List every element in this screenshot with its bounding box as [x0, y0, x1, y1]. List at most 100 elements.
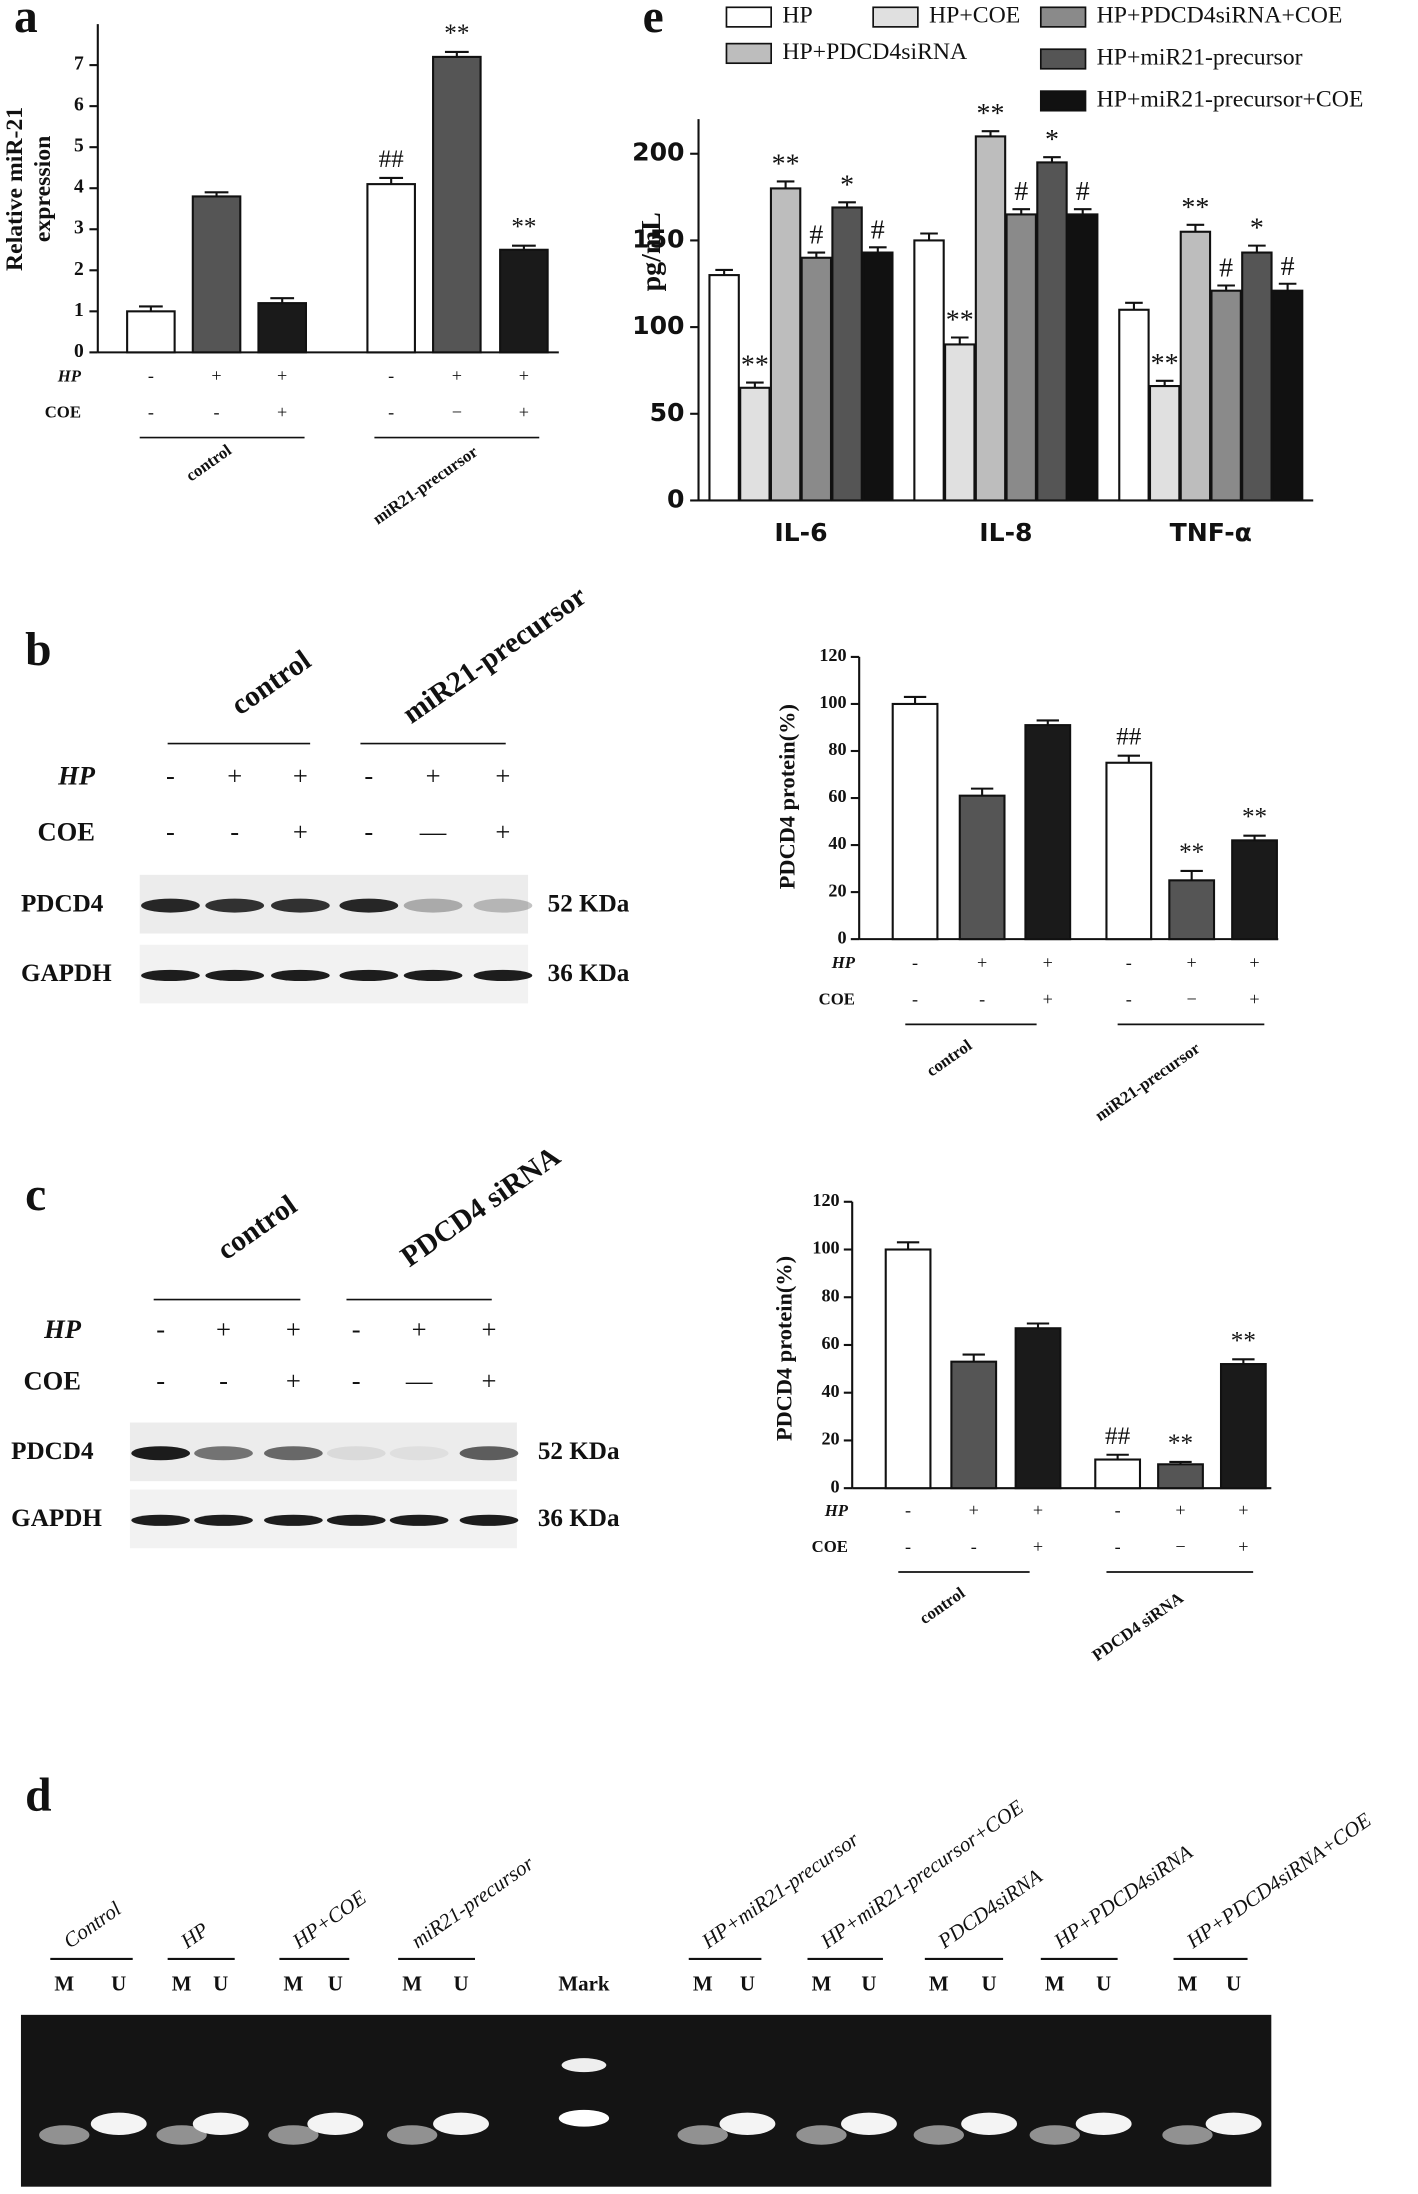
significance-mark: ** [1231, 1327, 1256, 1354]
gel-band [386, 2125, 438, 2145]
blot-size-label: 52 KDa [548, 890, 630, 917]
significance-mark: * [1045, 124, 1059, 155]
lane-letter: U [861, 1971, 876, 1995]
legend-swatch [725, 42, 773, 65]
condition-sign: + [1238, 1500, 1248, 1520]
condition-label: COE [812, 1537, 848, 1556]
lane-letter: U [1096, 1971, 1111, 1995]
legend-label: HP+miR21-precursor [1097, 44, 1303, 70]
bar [257, 302, 308, 354]
lane-letter: M [54, 1971, 74, 1995]
blot-strip [139, 944, 529, 1004]
y-tick-label: 0 [74, 341, 84, 362]
y-axis-label: pg/mL [636, 212, 667, 291]
bar [1105, 761, 1153, 941]
blot-band [389, 1446, 449, 1461]
y-axis-label: Relative miR-21 [2, 107, 28, 271]
blot-strip [129, 1422, 517, 1482]
legend-swatch [1039, 6, 1087, 28]
bar [499, 248, 549, 354]
condition-sign: + [1249, 952, 1259, 972]
significance-mark: ** [772, 149, 800, 180]
condition-sign: - [214, 402, 220, 422]
condition-sign: − [1175, 1536, 1185, 1556]
blot-band [271, 898, 330, 913]
bar [1231, 839, 1278, 941]
bar [126, 310, 176, 354]
gel-band [1029, 2125, 1080, 2145]
panel-label: a [14, 0, 38, 43]
lane-letter: M [1045, 1971, 1065, 1995]
condition-sign: - [230, 816, 239, 846]
panel-label: e [643, 0, 664, 43]
significance-mark: * [840, 169, 854, 200]
significance-mark: ** [1181, 192, 1209, 223]
blot-band [326, 1446, 386, 1461]
y-axis-label: PDCD4 protein(%) [774, 704, 799, 889]
condition-label: COE [45, 403, 81, 422]
blot-band [339, 898, 399, 913]
blot-band [389, 1514, 449, 1526]
legend-swatch [1039, 48, 1087, 70]
condition-sign: - [971, 1536, 977, 1556]
lane-letter: U [328, 1971, 343, 1995]
y-tick-label: 50 [650, 398, 685, 427]
condition-label: COE [819, 989, 855, 1008]
blot-band [403, 969, 463, 982]
blot-row-label: GAPDH [21, 960, 112, 987]
significance-mark: ## [1105, 1423, 1131, 1450]
condition-sign: + [481, 1365, 496, 1395]
lane-letter: U [740, 1971, 755, 1995]
condition-sign: + [452, 366, 462, 386]
condition-sign: + [519, 366, 529, 386]
legend-swatch [725, 6, 773, 28]
condition-sign: + [495, 816, 510, 846]
condition-sign: - [388, 366, 394, 386]
y-tick-label: 150 [632, 224, 684, 253]
significance-mark: ** [741, 350, 769, 381]
y-axis-label: PDCD4 protein(%) [772, 1256, 797, 1441]
y-tick-label: 4 [74, 177, 84, 198]
bar [800, 256, 833, 502]
blot-band [264, 1446, 323, 1461]
y-tick-label: 7 [74, 54, 84, 75]
condition-sign: - [219, 1365, 228, 1395]
lane-letter: M [693, 1971, 713, 1995]
lane-letter: U [453, 1971, 468, 1995]
blot-band [141, 969, 200, 982]
condition-sign: - [388, 402, 394, 422]
y-tick-label: 2 [74, 259, 84, 280]
lane-letter: M [812, 1971, 832, 1995]
panel-label: d [25, 1770, 51, 1822]
gel-band [1162, 2125, 1213, 2145]
y-tick-label: 40 [828, 833, 846, 853]
y-tick-label: 100 [632, 311, 684, 340]
bar [944, 343, 976, 502]
gel-band [192, 2112, 249, 2136]
blot-band [473, 898, 533, 913]
condition-sign: - [979, 989, 985, 1009]
y-tick-label: 60 [828, 786, 846, 806]
y-tick-label: 6 [74, 95, 84, 116]
y-tick-label: 200 [632, 138, 684, 167]
blot-band [403, 898, 463, 913]
gel-band [677, 2125, 728, 2145]
gel-band [307, 2112, 364, 2136]
panel-label: c [25, 1169, 46, 1221]
condition-sign: + [216, 1314, 231, 1344]
y-tick-label: 0 [667, 484, 684, 513]
condition-sign: — [419, 816, 447, 846]
y-axis-label: expression [30, 136, 56, 242]
condition-sign: - [1115, 1500, 1121, 1520]
y-tick-label: 20 [821, 1429, 839, 1449]
bar [432, 55, 482, 354]
x-tick-label: IL-6 [774, 518, 827, 547]
gel-image [20, 2014, 1272, 2187]
condition-sign: + [293, 816, 308, 846]
condition-sign: - [148, 366, 154, 386]
blot-band [194, 1446, 253, 1461]
y-tick-label: 120 [819, 645, 846, 665]
bar [1148, 384, 1181, 502]
y-tick-label: 0 [831, 1476, 840, 1496]
y-tick-label: 3 [74, 218, 84, 239]
